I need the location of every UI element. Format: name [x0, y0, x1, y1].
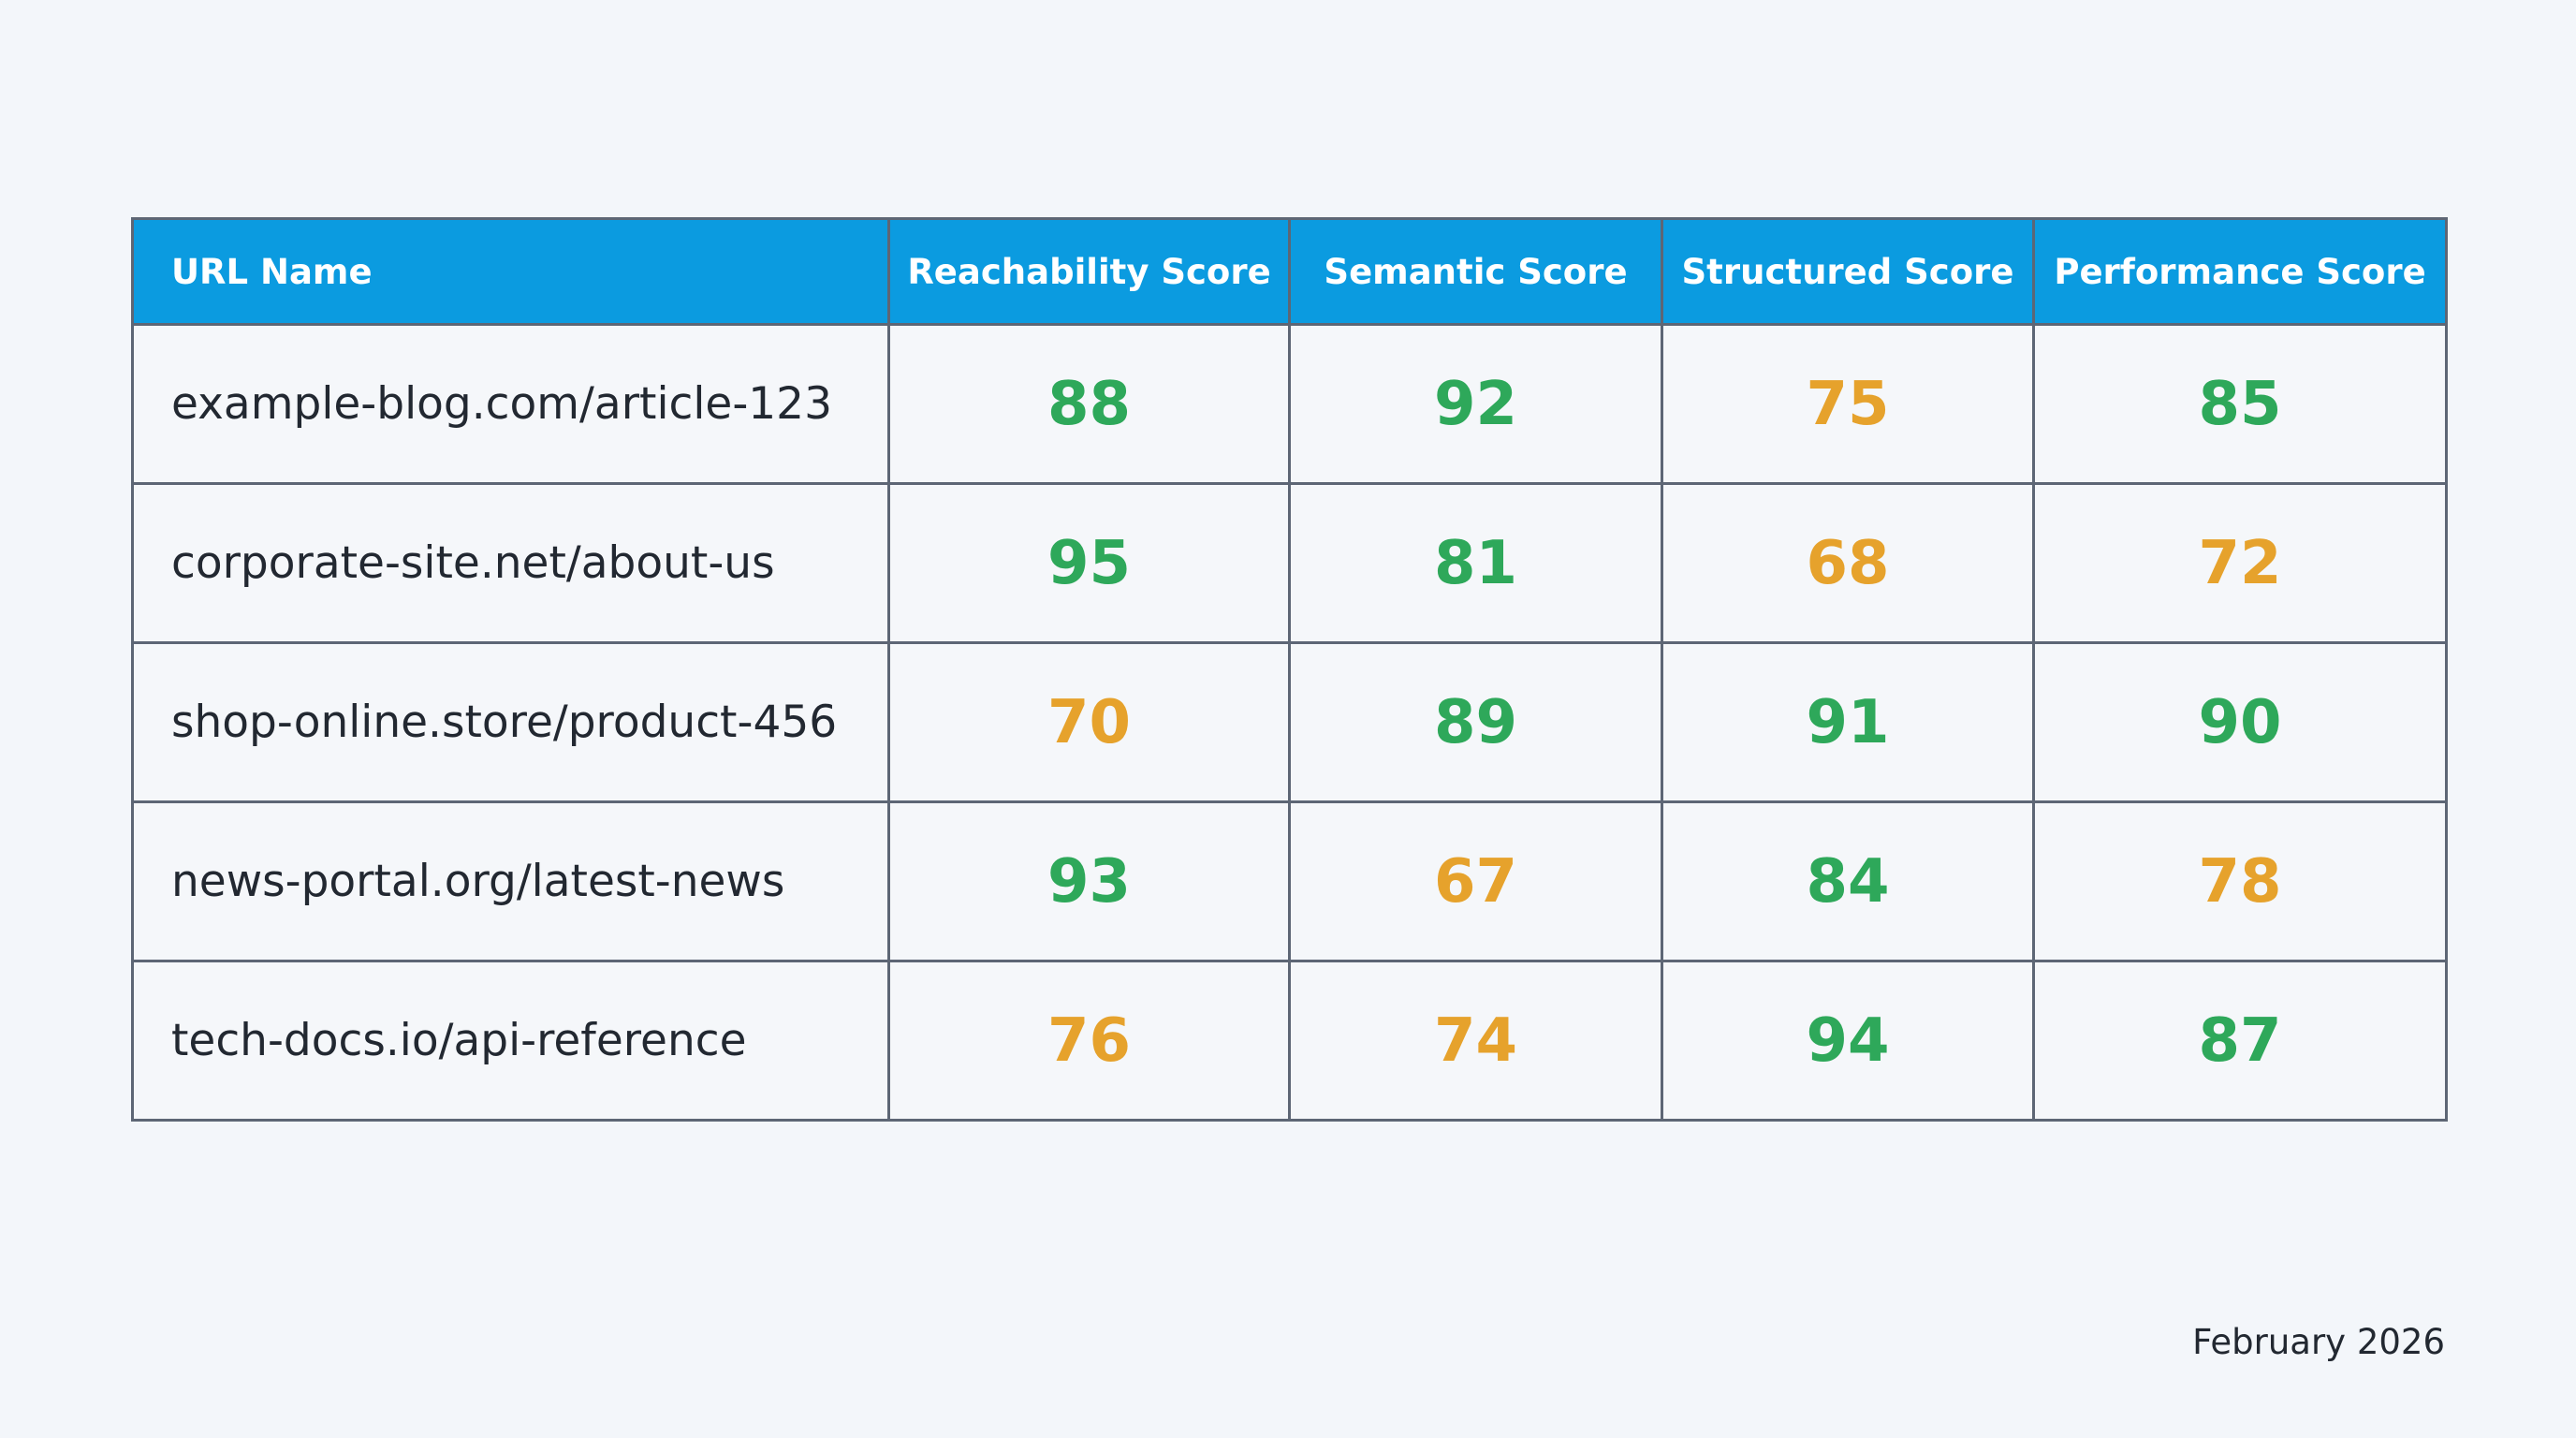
column-header: Semantic Score [1288, 217, 1663, 326]
table-row: news-portal.org/latest-news 93 67 84 78 [131, 800, 2448, 962]
score-cell: 92 [1288, 323, 1663, 485]
table-body: example-blog.com/article-123 88 92 75 85 corp… [131, 323, 2448, 1122]
score-cell: 74 [1288, 960, 1663, 1122]
score-cell: 90 [2032, 641, 2448, 803]
column-header: Structured Score [1661, 217, 2035, 326]
score-cell: 76 [887, 960, 1291, 1122]
url-cell: tech-docs.io/api-reference [131, 960, 890, 1122]
footer-date: February 2026 [2192, 1322, 2445, 1362]
score-table: URL Name Reachability Score Semantic Score… [131, 217, 2448, 1122]
table-row: example-blog.com/article-123 88 92 75 85 [131, 323, 2448, 485]
table-row: shop-online.store/product-456 70 89 91 90 [131, 641, 2448, 803]
score-cell: 75 [1661, 323, 2035, 485]
url-cell: example-blog.com/article-123 [131, 323, 890, 485]
score-cell: 87 [2032, 960, 2448, 1122]
column-header: URL Name [131, 217, 890, 326]
score-cell: 67 [1288, 800, 1663, 962]
url-cell: shop-online.store/product-456 [131, 641, 890, 803]
column-header: Performance Score [2032, 217, 2448, 326]
score-cell: 81 [1288, 482, 1663, 644]
score-cell: 84 [1661, 800, 2035, 962]
url-cell: corporate-site.net/about-us [131, 482, 890, 644]
score-cell: 93 [887, 800, 1291, 962]
table-row: corporate-site.net/about-us 95 81 68 72 [131, 482, 2448, 644]
header-row: URL Name Reachability Score Semantic Score… [131, 217, 2448, 326]
score-cell: 89 [1288, 641, 1663, 803]
url-cell: news-portal.org/latest-news [131, 800, 890, 962]
table-row: tech-docs.io/api-reference 76 74 94 87 [131, 960, 2448, 1122]
score-cell: 94 [1661, 960, 2035, 1122]
score-cell: 72 [2032, 482, 2448, 644]
score-cell: 68 [1661, 482, 2035, 644]
score-cell: 70 [887, 641, 1291, 803]
score-cell: 85 [2032, 323, 2448, 485]
score-cell: 95 [887, 482, 1291, 644]
score-cell: 88 [887, 323, 1291, 485]
column-header: Reachability Score [887, 217, 1291, 326]
score-cell: 78 [2032, 800, 2448, 962]
score-cell: 91 [1661, 641, 2035, 803]
